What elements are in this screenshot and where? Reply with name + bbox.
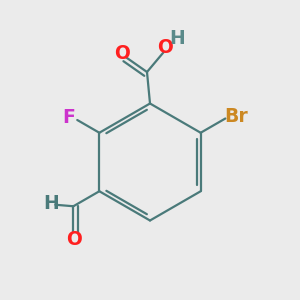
Text: O: O — [157, 38, 173, 57]
Text: O: O — [66, 230, 82, 249]
Text: O: O — [114, 44, 130, 63]
Text: H: H — [43, 194, 59, 213]
Text: H: H — [169, 28, 185, 48]
Text: Br: Br — [224, 106, 248, 126]
Text: F: F — [62, 108, 75, 127]
